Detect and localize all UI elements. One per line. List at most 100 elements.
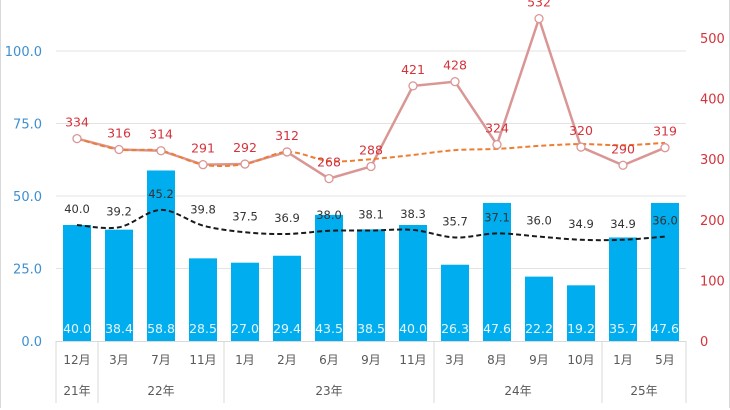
bar — [147, 170, 175, 341]
average-value-label: 34.9 — [568, 217, 594, 231]
bar — [231, 262, 259, 341]
line-marker — [576, 142, 586, 152]
average-value-label: 35.7 — [442, 214, 468, 228]
line-value-label: 428 — [443, 58, 467, 73]
line-value-label: 319 — [653, 124, 677, 139]
bar — [525, 276, 553, 341]
line-marker — [156, 146, 166, 156]
x-tick-year: 21年 — [63, 384, 90, 398]
bar — [189, 258, 217, 341]
line-value-label: 314 — [149, 127, 173, 142]
line-value-label: 268 — [317, 155, 341, 170]
bar-value-label: 27.0 — [231, 321, 259, 336]
line-marker — [282, 147, 292, 157]
line-average-line — [76, 137, 666, 167]
average-value-label: 37.1 — [484, 210, 510, 224]
bar-average-line — [76, 208, 666, 242]
y-tick-right: 400 — [700, 93, 725, 108]
line-value-label: 291 — [191, 141, 215, 156]
line-marker — [114, 144, 124, 155]
bar — [273, 255, 301, 341]
bar-value-label: 38.4 — [105, 321, 133, 336]
x-tick-month: 3月 — [109, 353, 129, 367]
bar — [357, 229, 385, 341]
bar-value-label: 43.5 — [315, 321, 343, 336]
y-tick-right: 100 — [700, 274, 725, 289]
x-tick-month: 9月 — [361, 353, 381, 367]
average-value-label: 38.3 — [400, 207, 426, 221]
bar-value-label: 47.6 — [483, 321, 511, 336]
line-marker — [534, 13, 544, 24]
bar — [63, 225, 91, 341]
line-marker — [366, 161, 376, 172]
x-tick-month: 11月 — [189, 353, 216, 367]
y-tick-left: 0.0 — [21, 335, 42, 350]
x-tick-month: 10月 — [567, 353, 594, 367]
bar — [441, 264, 469, 341]
average-value-label: 37.5 — [232, 209, 258, 223]
line-value-label: 312 — [275, 128, 299, 143]
line-marker — [240, 159, 250, 169]
x-tick-year: 24年 — [504, 384, 531, 398]
bar — [399, 225, 427, 341]
x-tick-month: 2月 — [277, 353, 297, 367]
line-marker — [324, 173, 334, 184]
average-value-label: 45.2 — [148, 187, 174, 201]
average-value-label: 34.9 — [610, 217, 636, 231]
bar — [567, 285, 595, 341]
bar-value-label: 22.2 — [525, 321, 553, 336]
y-tick-left: 25.0 — [13, 263, 42, 278]
line-marker — [618, 160, 628, 170]
y-tick-right: 200 — [700, 214, 725, 229]
x-tick-month: 12月 — [63, 353, 90, 367]
x-tick-month: 9月 — [529, 353, 549, 367]
average-value-label: 38.1 — [358, 208, 384, 222]
line-value-label: 288 — [359, 142, 383, 157]
x-tick-month: 3月 — [445, 353, 465, 367]
bar-value-label: 19.2 — [567, 321, 595, 336]
bar-value-label: 35.7 — [609, 321, 637, 336]
bar-value-label: 40.0 — [63, 321, 91, 336]
x-tick-year: 22年 — [147, 384, 174, 398]
line-marker — [72, 133, 82, 144]
line-marker — [408, 81, 418, 91]
bar — [105, 229, 133, 341]
y-tick-right: 300 — [700, 153, 725, 168]
bar-value-label: 38.5 — [357, 321, 385, 336]
bar-value-label: 40.0 — [399, 321, 427, 336]
average-value-label: 39.8 — [190, 203, 216, 217]
average-value-label: 36.9 — [274, 211, 300, 225]
average-value-label: 36.0 — [526, 214, 552, 228]
y-tick-left: 100.0 — [5, 45, 42, 60]
line-marker — [660, 143, 670, 153]
x-tick-month: 1月 — [235, 353, 255, 367]
line-value-label: 316 — [107, 126, 131, 141]
y-tick-left: 75.0 — [13, 118, 42, 133]
bar — [651, 202, 679, 341]
bar-value-label: 47.6 — [651, 321, 679, 336]
x-tick-year: 25年 — [630, 384, 657, 398]
x-tick-month: 6月 — [319, 353, 339, 367]
line-value-label: 290 — [611, 141, 635, 156]
x-tick-year: 23年 — [315, 384, 342, 398]
bar-value-label: 28.5 — [189, 321, 217, 336]
bar-value-label: 26.3 — [441, 321, 469, 336]
y-tick-right: 0 — [700, 335, 708, 350]
bar-value-label: 29.4 — [273, 321, 301, 336]
average-value-label: 39.2 — [106, 204, 132, 218]
line-value-label: 532 — [527, 0, 551, 10]
line-marker — [450, 76, 460, 87]
bar-value-label: 58.8 — [147, 321, 175, 336]
line-value-label: 421 — [401, 62, 425, 77]
average-value-label: 36.0 — [652, 214, 678, 228]
x-tick-month: 5月 — [655, 353, 675, 367]
line-value-label: 334 — [65, 115, 89, 130]
x-tick-month: 11月 — [399, 353, 426, 367]
x-tick-month: 7月 — [151, 353, 171, 367]
average-value-label: 38.0 — [316, 208, 342, 222]
y-tick-left: 50.0 — [13, 190, 42, 205]
y-tick-right: 500 — [700, 32, 725, 47]
bar — [609, 237, 637, 341]
average-value-label: 40.0 — [64, 202, 90, 216]
